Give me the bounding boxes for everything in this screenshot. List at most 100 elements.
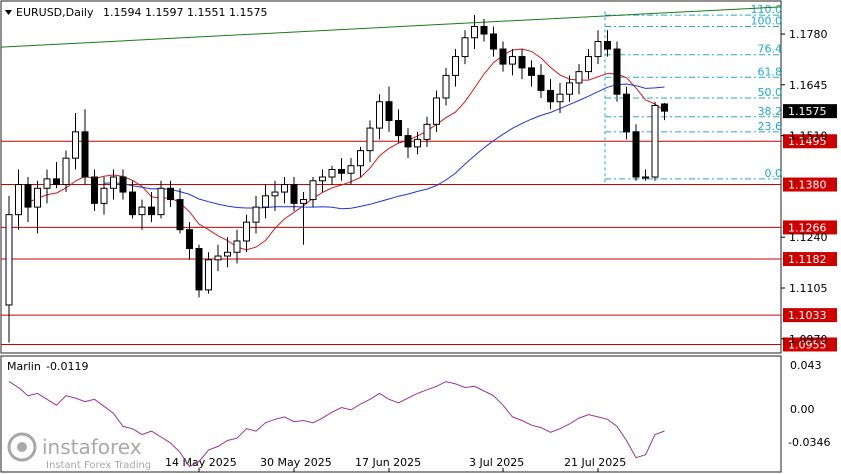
candle-body [148, 206, 155, 216]
level-badge-label: 1.1182 [788, 253, 827, 266]
candle-body [566, 82, 573, 95]
candle-body [167, 187, 174, 201]
level-badge [783, 337, 837, 352]
candle-body [461, 37, 469, 58]
red-moving-average [27, 48, 665, 251]
candle-body [224, 251, 231, 257]
watermark-brand: instaforex [42, 435, 142, 459]
candle-body [594, 41, 602, 58]
date-tick-label: 14 May 2025 [165, 456, 237, 469]
candle-body [385, 101, 393, 122]
candle-body [119, 176, 127, 193]
candle-body [110, 176, 117, 189]
candle-body [34, 187, 41, 208]
date-tick-label: 30 May 2025 [260, 456, 332, 469]
fib-level-label: 23.6 [758, 120, 783, 133]
ohlc-label: 1.1594 1.1597 1.1551 1.1575 [103, 6, 267, 19]
candle-body [357, 150, 364, 167]
date-tick-label: 17 Jun 2025 [355, 456, 421, 469]
candle-body [613, 48, 621, 95]
candle-body [81, 131, 89, 178]
candle-body [376, 101, 383, 129]
trendline-segment [0, 6, 782, 48]
level-badge [783, 308, 837, 323]
candle-body [328, 168, 336, 178]
candle-body [547, 89, 554, 103]
blue-moving-average [103, 83, 665, 210]
candle-body [338, 168, 345, 174]
indicator-name: Marlin [7, 360, 41, 373]
indicator-line [8, 381, 665, 468]
candle-body [499, 48, 507, 65]
level-badge [783, 134, 837, 149]
fib-level-label: 0.0 [765, 167, 783, 180]
candle-body [604, 41, 611, 50]
candle-body [252, 206, 260, 223]
candle-body [43, 178, 51, 189]
fib-level-label: 61.8 [758, 65, 783, 78]
candle-body [585, 56, 592, 73]
level-badge-label: 1.0955 [788, 338, 827, 351]
candle-body [300, 199, 307, 204]
current-price-label: 1.1575 [788, 105, 827, 118]
date-tick-label: 21 Jul 2025 [564, 456, 626, 469]
candle-body [157, 187, 165, 216]
candle-body [72, 131, 79, 159]
candle-body [471, 25, 478, 39]
candle-body [262, 195, 269, 208]
candle-body [176, 199, 184, 231]
price-tick-label: 1.0970 [789, 333, 828, 346]
candle-body [24, 184, 32, 208]
candles [5, 15, 668, 343]
date-tick-label: 3 Jul 2025 [469, 456, 524, 469]
candle-body [632, 131, 640, 178]
candle-body [91, 176, 98, 204]
candle-body [480, 25, 488, 35]
candle-body [62, 157, 70, 186]
candle-body [347, 165, 355, 174]
symbol-label: EURUSD,Daily [16, 6, 94, 19]
menu-triangle-icon[interactable] [5, 10, 12, 15]
price-tick-label: 1.1780 [789, 28, 828, 41]
candle-body [433, 97, 440, 125]
price-tick-label: 1.1240 [789, 231, 828, 244]
candle-body [537, 74, 545, 91]
candle-body [395, 120, 402, 137]
candle-body [205, 259, 212, 291]
level-badge-label: 1.1380 [788, 179, 827, 192]
fib-level-label: 76.4 [758, 43, 783, 56]
candle-body [404, 135, 412, 148]
candle-body [243, 221, 250, 242]
candle-body [138, 206, 146, 216]
candle-body [623, 93, 630, 133]
candle-body [414, 138, 421, 148]
marlin-line [8, 381, 665, 468]
candle-body [651, 104, 659, 178]
level-badge-label: 1.1033 [788, 309, 827, 322]
candle-body [186, 229, 193, 250]
candle-body [366, 127, 374, 152]
indicator-scale-zero: 0.00 [790, 403, 815, 416]
candle-body [556, 93, 564, 103]
candle-body [661, 103, 668, 112]
price-panel-frame [0, 0, 782, 354]
fib-level-label: 100.0 [751, 14, 783, 27]
candle-body [129, 191, 136, 216]
indicator-scale-top: 0.043 [790, 359, 822, 372]
indicator-panel-frame [0, 355, 782, 473]
level-badge-label: 1.1495 [788, 135, 827, 148]
instaforex-logo: instaforex Instant Forex Trading [7, 432, 151, 471]
candle-body [518, 56, 526, 69]
price-tick-label: 1.1510 [789, 130, 828, 143]
candle-body [214, 255, 222, 261]
candle-body [53, 178, 60, 186]
trendline [0, 6, 782, 48]
level-badge [783, 252, 837, 267]
candle-body [509, 56, 516, 65]
candle-body [15, 184, 22, 216]
fib-level-label: 110.0 [751, 3, 783, 16]
candle-body [195, 248, 203, 291]
candle-body [319, 176, 326, 182]
